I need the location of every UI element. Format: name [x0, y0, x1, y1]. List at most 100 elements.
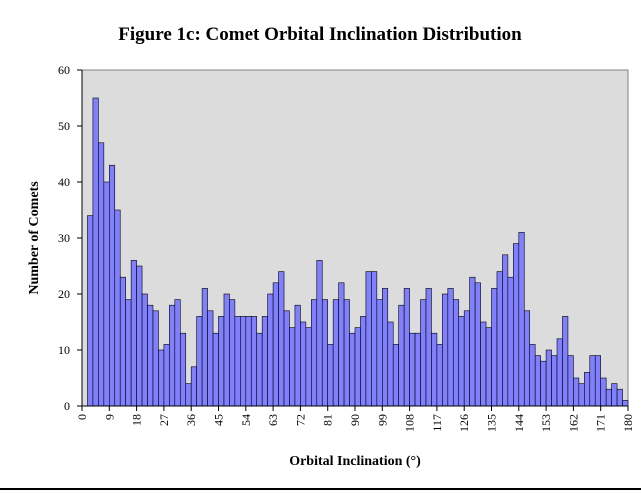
bar — [311, 299, 318, 407]
bar — [491, 288, 498, 407]
x-tick-label: 0 — [75, 414, 89, 420]
bar — [584, 372, 591, 407]
y-tick-label: 60 — [58, 63, 70, 77]
bar — [392, 344, 399, 407]
bar — [283, 310, 290, 407]
bar — [109, 164, 116, 407]
bar — [420, 299, 427, 407]
bar — [130, 260, 137, 407]
bar — [507, 276, 514, 407]
x-tick-label: 108 — [403, 414, 417, 432]
bar — [229, 299, 236, 407]
y-tick-label: 50 — [58, 119, 70, 133]
x-tick-label: 117 — [430, 414, 444, 432]
bar — [387, 321, 394, 407]
bar — [218, 316, 225, 407]
bar — [207, 310, 214, 407]
bar — [250, 316, 258, 407]
bar — [256, 332, 263, 407]
bar — [163, 344, 170, 407]
bar — [321, 299, 328, 407]
x-tick-label: 153 — [539, 414, 553, 432]
bar — [92, 97, 99, 407]
bar — [278, 271, 285, 407]
x-tick-label: 18 — [130, 414, 144, 426]
y-axis-label: Number of Comets — [27, 181, 42, 295]
bar — [431, 332, 438, 407]
bar — [556, 338, 563, 407]
bar — [119, 276, 126, 407]
bar — [343, 299, 350, 407]
x-tick-label: 36 — [184, 414, 198, 426]
bar — [414, 332, 421, 407]
bar — [447, 288, 454, 407]
bar — [573, 377, 580, 407]
bar — [513, 243, 520, 407]
bar — [289, 327, 296, 407]
y-tick-label: 10 — [58, 343, 70, 357]
bar — [485, 327, 492, 407]
x-tick-label: 63 — [266, 414, 280, 426]
bar — [529, 344, 536, 407]
bar — [125, 299, 132, 407]
bar — [578, 383, 585, 407]
bar — [240, 316, 247, 407]
bar — [605, 388, 612, 407]
bar — [567, 355, 574, 407]
bar — [136, 265, 143, 407]
bar — [540, 360, 547, 407]
bar — [622, 400, 629, 407]
bar — [594, 355, 601, 407]
x-tick-label: 27 — [157, 414, 171, 426]
x-axis-label: Orbital Inclination (°) — [289, 454, 421, 469]
bar — [551, 355, 558, 407]
bar — [201, 288, 208, 407]
bar — [169, 304, 176, 407]
x-tick-label: 135 — [485, 414, 499, 432]
bar — [480, 321, 487, 407]
bar — [190, 366, 197, 407]
bar — [442, 293, 449, 407]
x-tick-label: 171 — [594, 414, 608, 432]
bar — [294, 304, 301, 407]
bar — [403, 288, 410, 407]
bar — [114, 209, 121, 407]
bar — [98, 142, 105, 407]
bar — [409, 332, 416, 407]
bar — [103, 181, 110, 407]
bar — [179, 332, 187, 407]
bar — [327, 344, 334, 407]
bar — [502, 254, 509, 407]
bar — [196, 316, 203, 407]
bar — [158, 349, 165, 407]
bar — [458, 316, 465, 407]
x-tick-label: 81 — [321, 414, 335, 426]
bar — [305, 327, 312, 407]
bar — [349, 332, 356, 407]
bar — [245, 316, 252, 407]
bar — [300, 321, 307, 407]
bar — [185, 383, 192, 407]
bar — [452, 299, 460, 407]
chart-title: Figure 1c: Comet Orbital Inclination Dis… — [118, 24, 522, 45]
bar — [261, 316, 268, 407]
x-tick-label: 99 — [375, 414, 389, 426]
bar — [152, 310, 159, 407]
bar — [376, 299, 383, 407]
bar — [496, 271, 503, 407]
bar — [316, 260, 323, 407]
bar — [360, 316, 367, 407]
y-tick-label: 30 — [58, 231, 70, 245]
y-tick-label: 0 — [64, 399, 70, 413]
x-tick-label: 90 — [348, 414, 362, 426]
x-tick-label: 162 — [566, 414, 580, 432]
bar — [371, 271, 378, 407]
bar — [234, 316, 241, 407]
bar — [589, 355, 596, 407]
bar — [381, 288, 389, 407]
x-tick-label: 45 — [212, 414, 226, 426]
bar — [474, 282, 481, 407]
bar — [463, 310, 470, 407]
bar — [223, 293, 230, 407]
